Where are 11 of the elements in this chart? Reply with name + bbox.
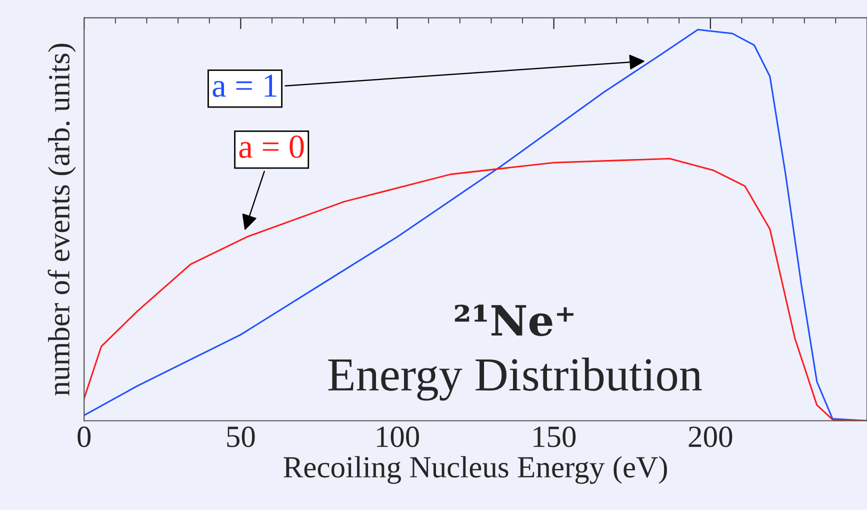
y-axis-title: number of events (arb. units) bbox=[48, 44, 76, 396]
annotation: a = 0 bbox=[239, 136, 304, 158]
x-tick-label: 150 bbox=[534, 426, 576, 448]
annotation: a = 1 bbox=[212, 74, 276, 97]
text: Energy Distribution bbox=[328, 358, 702, 401]
x-tick-label: 100 bbox=[377, 426, 420, 448]
x-tick-label: 50 bbox=[227, 426, 255, 448]
x-tick-label: 200 bbox=[688, 426, 732, 448]
x-axis-title: Recoiling Nucleus Energy (eV) bbox=[284, 456, 667, 484]
x-tick-label: 0 bbox=[78, 426, 91, 448]
text: ²¹Ne⁺ bbox=[454, 304, 574, 336]
